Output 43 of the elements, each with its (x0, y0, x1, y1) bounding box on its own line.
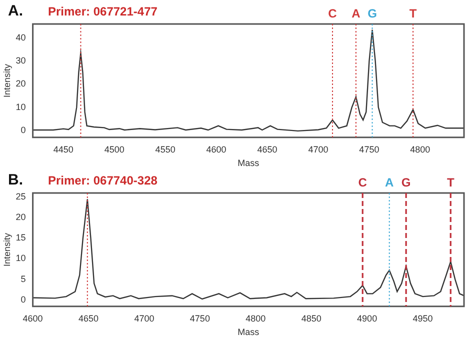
ref-line-label: C (328, 6, 338, 20)
y-tick-label: 15 (16, 232, 26, 243)
x-tick-label: 4650 (78, 313, 99, 324)
y-tick-label: 10 (16, 253, 26, 264)
x-tick-label: 4750 (190, 313, 210, 324)
ref-line-label: G (368, 6, 377, 20)
y-tick-label: 0 (20, 124, 26, 135)
ref-line-label: A (385, 175, 394, 190)
x-tick-label: 4850 (301, 313, 322, 324)
y-axis-title: Intensity (2, 232, 12, 266)
x-tick-label: 4700 (134, 313, 154, 324)
ref-line-label: A (352, 6, 361, 20)
y-tick-label: 5 (20, 274, 26, 284)
x-tick-label: 4900 (357, 313, 378, 324)
text: A. (8, 2, 23, 20)
x-tick-label: 4950 (412, 313, 433, 324)
y-axis-title: Intensity (2, 63, 12, 98)
ref-line-label: T (409, 6, 418, 20)
y-tick-label: 25 (16, 192, 26, 202)
x-tick-label: 4450 (53, 144, 74, 154)
x-axis-title: Mass (238, 327, 260, 338)
ref-line-label: G (401, 175, 411, 190)
x-tick-label: 4750 (359, 144, 380, 154)
text: B. (8, 172, 23, 189)
y-tick-label: 0 (20, 294, 26, 304)
ref-line-label: T (446, 175, 455, 190)
x-tick-label: 4600 (22, 313, 43, 324)
y-tick-label: 20 (16, 78, 26, 89)
x-tick-label: 4500 (104, 144, 124, 154)
chart-title: Primer: 067721-477 (48, 4, 158, 18)
chart-title: Primer: 067740-328 (48, 173, 158, 188)
x-tick-label: 4650 (257, 144, 278, 154)
x-tick-label: 4550 (155, 144, 176, 154)
x-axis-title: Mass (238, 158, 260, 168)
ref-line-label: C (358, 175, 368, 190)
x-tick-label: 4600 (206, 144, 226, 154)
y-tick-label: 30 (16, 56, 26, 66)
y-tick-label: 20 (16, 212, 26, 222)
y-tick-label: 10 (16, 102, 26, 112)
x-tick-label: 4800 (246, 313, 266, 324)
x-tick-label: 4700 (308, 144, 328, 154)
x-tick-label: 4800 (410, 144, 430, 154)
y-tick-label: 40 (16, 32, 26, 42)
